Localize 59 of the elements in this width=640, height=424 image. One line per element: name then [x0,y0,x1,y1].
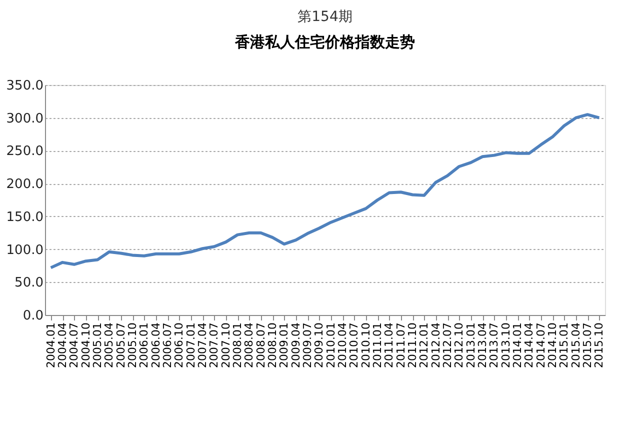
x-tick-label: 2008.01 [231,322,244,368]
y-tick-label: 300.0 [6,111,44,126]
x-tick-label: 2007.01 [184,322,198,368]
x-tick-label: 2014.10 [546,322,559,368]
x-tick-label: 2006.07 [161,322,174,368]
x-tick-label: 2006.04 [149,322,162,368]
y-tick-label: 200.0 [6,177,44,192]
x-tick-label: 2012.07 [441,322,454,368]
x-tick-label: 2005.07 [114,322,128,368]
x-tick-label: 2005.01 [91,322,104,368]
line-series [49,113,601,270]
x-tick-label: 2012.01 [418,322,431,368]
x-tick-label: 2008.07 [254,322,268,368]
x-tick-label: 2012.04 [429,322,442,368]
x-tick-label: 2015.10 [592,322,606,368]
y-tick-label: 50.0 [14,276,44,291]
x-tick-label: 2009.04 [289,322,302,368]
x-tick-label: 2007.10 [219,322,232,368]
x-tick-label: 2013.10 [499,322,512,368]
x-tick-label: 2015.04 [569,322,582,368]
x-tick-label: 2007.07 [208,322,221,368]
x-tick-label: 2009.10 [312,322,326,368]
x-tick-label: 2015.07 [581,322,594,368]
x-tick-label: 2012.10 [452,322,466,368]
y-tick-label: 100.0 [6,242,44,258]
x-tick-label: 2006.10 [172,322,186,368]
x-tick-label: 2011.01 [371,322,384,368]
y-tick-label: 250.0 [6,144,44,160]
x-tick-label: 2005.10 [126,322,139,368]
x-tick-label: 2006.01 [138,322,151,368]
x-tick-label: 2004.01 [44,322,58,368]
x-tick-label: 2009.01 [278,322,291,368]
x-tick-label: 2011.04 [382,322,396,368]
x-tick-label: 2014.07 [534,322,548,368]
x-tick-label: 2013.01 [464,322,478,368]
y-tick-label: 350.0 [6,78,44,94]
x-tick-label: 2011.10 [406,322,419,368]
x-tick-label: 2004.04 [56,322,69,368]
x-tick-label: 2004.07 [68,322,81,368]
x-tick-label: 2008.10 [266,322,279,368]
x-tick-label: 2009.07 [301,322,314,368]
x-tick-label: 2014.01 [511,322,524,368]
x-tick-label: 2007.04 [196,322,209,368]
x-tick-label: 2010.04 [336,322,349,368]
x-tick-label: 2004.10 [79,322,92,368]
x-tick-label: 2013.07 [488,322,501,368]
x-tick-label: 2010.10 [359,322,372,368]
x-tick-label: 2010.01 [324,322,338,368]
x-tick-label: 2013.04 [476,322,489,368]
y-tick-label: 150.0 [6,210,44,225]
x-tick-label: 2014.04 [522,322,536,368]
x-tick-label: 2015.01 [558,322,571,368]
x-tick-label: 2010.07 [348,322,361,368]
chart-title: 香港私人住宅价格指数走势 [234,33,415,51]
x-tick-label: 2008.04 [242,322,256,368]
x-tick-label: 2011.07 [394,322,408,368]
x-tick-label: 2005.04 [102,322,116,368]
y-tick-label: 0.0 [22,308,44,324]
text: 第154期 [298,9,352,25]
